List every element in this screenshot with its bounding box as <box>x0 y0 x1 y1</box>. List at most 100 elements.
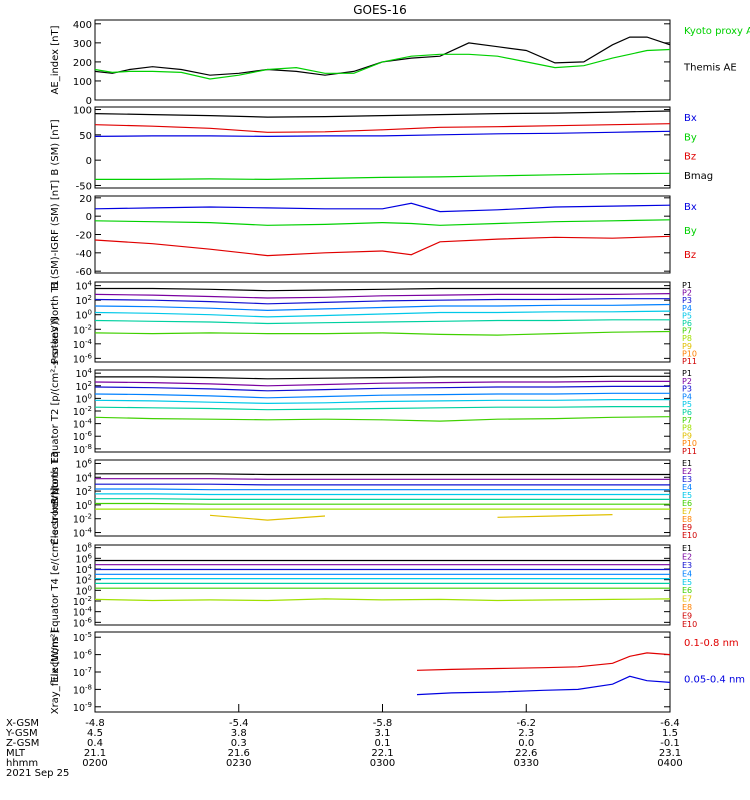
ytick-label: 10-6 <box>73 430 93 443</box>
ylabel: Xray_flux [W/m²] <box>50 630 61 715</box>
legend-entry: P9 <box>682 342 692 351</box>
legend-entry: P10 <box>682 439 697 448</box>
legend-entry: P11 <box>682 357 697 366</box>
ytick-label: 10-7 <box>73 666 92 679</box>
legend-entry: E4 <box>682 483 692 492</box>
legend-entry: Bx <box>684 202 697 213</box>
series-line-xray-0-05-0-4-nm <box>416 675 671 696</box>
ytick-label: 102 <box>75 574 92 587</box>
ytick-label: 10-4 <box>73 606 93 619</box>
row-label: Y-GSM <box>5 728 38 739</box>
ytick-label: 10-8 <box>73 443 92 456</box>
row-value: -0.1 <box>660 738 680 749</box>
legend-entry: Themis AE <box>683 62 737 73</box>
legend-entry: Bz <box>684 152 696 163</box>
legend-entry: P6 <box>682 319 692 328</box>
ylabel: B (SM)-IGRF (SM) [nT] <box>50 180 61 289</box>
legend-entry: E7 <box>682 595 692 604</box>
row-value: 1.5 <box>662 728 678 739</box>
ytick-label: 300 <box>73 39 92 50</box>
legend-entry: Kyoto proxy AE <box>684 26 750 37</box>
ytick-label: 102 <box>75 294 92 307</box>
row-value: 0.4 <box>87 738 103 749</box>
row-value: 0300 <box>370 758 395 769</box>
ytick-label: 102 <box>75 485 92 498</box>
series-line-pn-P3 <box>94 298 670 305</box>
ytick-label: 10-9 <box>73 701 92 714</box>
ytick-label: 10-6 <box>73 616 93 629</box>
ytick-label: -40 <box>76 249 92 260</box>
row-value: -4.8 <box>85 718 105 729</box>
row-value: 0330 <box>514 758 539 769</box>
legend-entry: P7 <box>682 416 692 425</box>
series-line-bigrf-Bx <box>94 202 671 213</box>
legend-entry: E7 <box>682 507 692 516</box>
row-label: Z-GSM <box>6 738 39 749</box>
series-line-pn-P4 <box>94 303 671 312</box>
series-line-bsm-Bmag <box>94 110 671 118</box>
ytick-label: -20 <box>76 231 92 242</box>
legend-entry: E4 <box>682 569 692 578</box>
row-value: 22.6 <box>515 748 537 759</box>
ytick-label: 100 <box>75 392 92 405</box>
panel-bsm: -50 0 50 100 B (SM) [nT] Bx By Bz Bmag <box>50 106 713 193</box>
ytick-label: 0 <box>86 212 92 223</box>
ylabel: Electrons Equator T4 [e/(cm²-s-sr-keV)] <box>50 487 61 682</box>
legend-entry: E6 <box>682 586 692 595</box>
ylabel: Protons North T1 <box>50 280 61 364</box>
ytick-label: 0 <box>86 156 92 167</box>
ytick-label: 104 <box>75 280 92 293</box>
ytick-label: -60 <box>76 267 92 278</box>
row-value: -5.8 <box>373 718 393 729</box>
ytick-label: 10-2 <box>73 323 92 336</box>
panel-frame-en <box>94 459 671 537</box>
row-value: 0200 <box>82 758 107 769</box>
ylabel: B (SM) [nT] <box>50 119 61 175</box>
row-value: -6.2 <box>516 718 536 729</box>
ytick-label: 200 <box>73 58 92 69</box>
series-line-bsm-By <box>95 172 671 181</box>
panel-frame-ae <box>94 19 671 101</box>
ytick-label: 0 <box>86 96 92 107</box>
date-label: 2021 Sep 25 <box>6 768 69 779</box>
row-value: 0.3 <box>231 738 247 749</box>
row-value: 4.5 <box>87 728 103 739</box>
legend-entry: P3 <box>682 385 692 394</box>
ytick-label: 10-6 <box>73 649 93 662</box>
panel-frame-pn <box>94 281 671 363</box>
series-line-en-E5 <box>95 493 670 496</box>
series-line-bsm-Bx <box>94 130 671 138</box>
series-line-en-E2 <box>95 478 670 480</box>
ytick-label: 104 <box>75 563 92 576</box>
time-axis-group: X-GSM -4.8 -5.4 -5.8 -6.2 -6.4 Y-GSM 4.5 3.8 3.1 2… <box>5 704 683 779</box>
ytick-label: 10-4 <box>73 527 93 540</box>
series-line-en-E6 <box>95 498 670 500</box>
series-line-pn-P6 <box>94 319 670 325</box>
panel-xray: 10-5 10-6 10-7 10-8 10-9 Xray_flux [W/m²] 0.1-… <box>50 630 745 715</box>
row-value: 23.1 <box>659 748 681 759</box>
series-line-ee-E8 <box>94 598 671 602</box>
series-line-bigrf-Bz <box>94 235 671 257</box>
legend-entry: Bmag <box>684 171 713 182</box>
ytick-label: 100 <box>73 106 92 117</box>
series-line-pn-P7 <box>94 330 671 336</box>
ytick-label: 10-8 <box>73 683 92 696</box>
legend-entry: P1 <box>682 281 692 290</box>
legend-entry: P4 <box>682 304 692 313</box>
ytick-label: 104 <box>75 471 92 484</box>
row-value: 22.1 <box>371 748 393 759</box>
ytick-label: -50 <box>76 181 92 192</box>
legend-entry: Bz <box>684 250 696 261</box>
ytick-label: 400 <box>73 20 92 31</box>
legend-entry: P8 <box>682 334 692 343</box>
legend-entry: P1 <box>682 369 692 378</box>
series-line-pn-P5 <box>94 310 671 318</box>
ytick-label: 50 <box>79 131 92 142</box>
row-label: X-GSM <box>6 718 39 729</box>
legend-entry: P11 <box>682 447 697 456</box>
